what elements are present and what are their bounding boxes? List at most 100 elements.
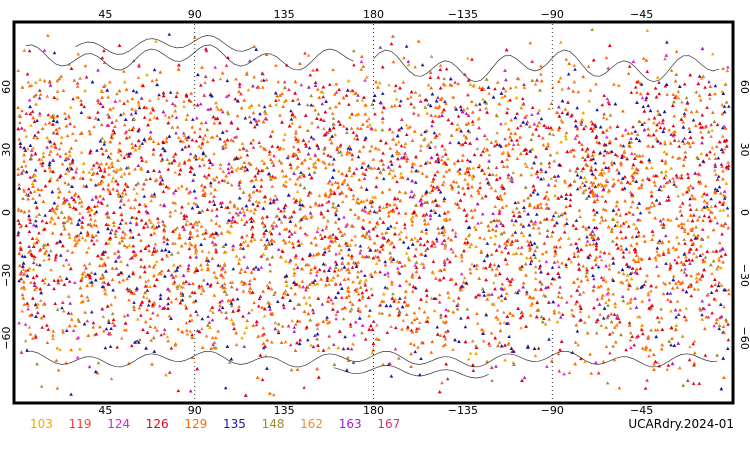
obs-marker: [95, 148, 99, 152]
obs-marker: [256, 171, 260, 175]
obs-marker: [594, 82, 598, 86]
obs-marker: [112, 169, 116, 173]
obs-marker: [618, 161, 623, 165]
obs-marker: [334, 82, 339, 86]
obs-marker: [539, 117, 544, 121]
obs-marker: [92, 171, 96, 175]
obs-marker: [663, 161, 668, 165]
obs-marker: [222, 282, 227, 286]
obs-marker: [137, 306, 142, 310]
obs-marker: [331, 201, 336, 205]
obs-marker: [149, 199, 153, 203]
obs-marker: [589, 119, 594, 123]
obs-marker: [674, 184, 678, 188]
obs-marker: [156, 313, 160, 317]
obs-marker: [661, 217, 666, 221]
obs-marker: [499, 122, 503, 126]
obs-marker: [174, 131, 178, 135]
obs-marker: [64, 151, 68, 156]
obs-marker: [332, 157, 336, 161]
obs-marker: [477, 85, 482, 90]
obs-marker: [86, 209, 91, 213]
obs-marker: [73, 243, 78, 247]
obs-marker: [485, 359, 489, 363]
obs-marker: [230, 280, 235, 284]
obs-marker: [575, 173, 580, 177]
obs-marker: [334, 317, 338, 321]
obs-marker: [654, 258, 658, 262]
obs-marker: [136, 163, 141, 167]
obs-marker: [155, 328, 159, 332]
obs-marker: [557, 290, 561, 294]
obs-marker: [300, 160, 304, 164]
obs-marker: [156, 216, 160, 220]
obs-marker: [681, 120, 685, 124]
obs-marker: [385, 330, 390, 334]
obs-marker: [537, 108, 542, 112]
obs-marker: [108, 344, 113, 348]
obs-marker: [214, 175, 219, 179]
obs-marker: [176, 135, 181, 139]
obs-marker: [20, 171, 24, 175]
obs-marker: [333, 260, 338, 264]
obs-marker: [249, 120, 253, 124]
obs-marker: [518, 316, 523, 320]
obs-marker: [532, 241, 537, 245]
obs-marker: [348, 300, 353, 304]
obs-marker: [289, 117, 294, 121]
obs-marker: [70, 250, 75, 254]
obs-marker: [204, 120, 208, 124]
obs-marker: [22, 188, 26, 192]
obs-marker: [294, 253, 298, 257]
obs-marker: [251, 145, 256, 149]
obs-marker: [506, 99, 510, 103]
obs-marker: [295, 177, 300, 181]
obs-marker: [89, 270, 94, 275]
obs-marker: [459, 316, 463, 320]
obs-marker: [522, 82, 526, 86]
obs-marker: [220, 298, 224, 303]
obs-marker: [492, 218, 496, 222]
obs-marker: [109, 376, 114, 381]
obs-marker: [38, 88, 42, 92]
obs-marker: [533, 270, 538, 274]
obs-marker: [607, 298, 611, 302]
obs-marker: [141, 295, 146, 299]
obs-marker: [327, 320, 332, 324]
obs-marker: [513, 200, 518, 205]
obs-marker: [384, 205, 389, 209]
obs-marker: [18, 263, 22, 267]
obs-marker: [494, 272, 498, 276]
obs-marker: [424, 227, 429, 231]
obs-marker: [567, 184, 571, 188]
obs-marker: [355, 126, 360, 130]
obs-marker: [35, 206, 39, 210]
obs-marker: [254, 199, 259, 203]
obs-marker: [185, 328, 189, 332]
obs-marker: [364, 167, 368, 171]
obs-marker: [295, 189, 300, 193]
obs-marker: [600, 293, 605, 297]
obs-marker: [61, 88, 66, 92]
obs-marker: [516, 246, 521, 250]
obs-marker: [626, 224, 631, 228]
obs-marker: [645, 28, 650, 32]
obs-marker: [162, 331, 166, 336]
obs-marker: [106, 318, 111, 322]
obs-marker: [410, 219, 415, 223]
obs-marker: [250, 178, 254, 182]
obs-marker: [552, 260, 557, 264]
obs-marker: [219, 204, 224, 209]
obs-marker: [100, 284, 105, 288]
obs-marker: [177, 163, 181, 167]
obs-marker: [459, 253, 464, 257]
obs-marker: [316, 125, 320, 129]
obs-marker: [710, 311, 714, 315]
obs-marker: [691, 342, 695, 346]
obs-marker: [29, 153, 34, 157]
obs-marker: [106, 255, 110, 259]
obs-marker: [389, 168, 393, 172]
obs-marker: [142, 194, 147, 198]
obs-marker: [291, 245, 296, 249]
obs-marker: [96, 162, 101, 166]
